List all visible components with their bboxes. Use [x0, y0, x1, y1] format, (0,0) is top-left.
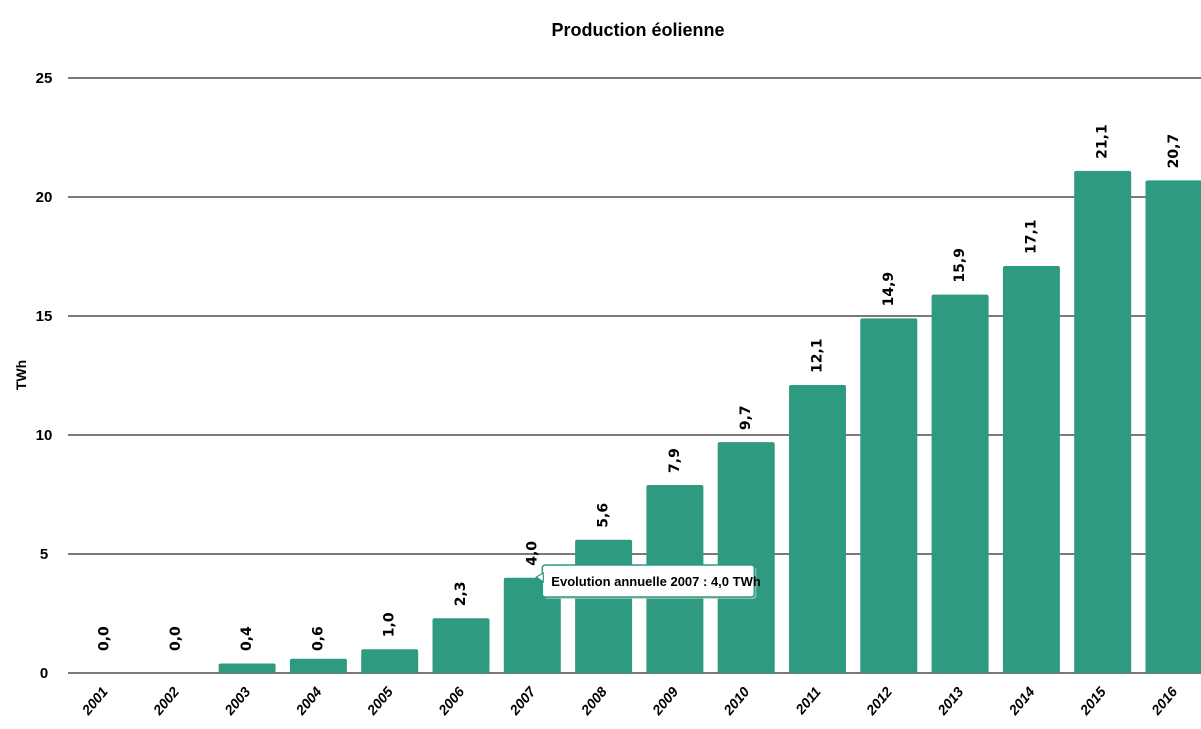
data-label: 0,4 [239, 626, 255, 651]
data-label: 17,1 [1023, 219, 1039, 254]
data-label: 21,1 [1095, 124, 1111, 159]
bar[interactable] [931, 294, 989, 673]
x-tick-label: 2016 [1147, 683, 1180, 718]
x-tick-label: 2010 [720, 683, 753, 718]
bar[interactable] [1002, 266, 1060, 673]
data-label: 0,6 [310, 626, 326, 651]
bar[interactable] [575, 539, 633, 673]
y-axis-ticks: 0 5 10 15 20 25 [36, 70, 53, 682]
bar[interactable] [289, 658, 347, 673]
bar[interactable] [218, 663, 276, 673]
data-label: 7,9 [667, 448, 683, 473]
bar[interactable] [1145, 180, 1201, 673]
y-tick-label: 20 [36, 189, 53, 206]
data-labels: 0,0 0,0 0,4 0,6 1,0 2,3 4,0 5,6 7,9 9,7 12,1 14,9 15… [97, 124, 1183, 651]
data-label: 5,6 [596, 503, 612, 528]
tooltip-text: Evolution annuelle 2007 : 4,0 TWh [551, 574, 761, 589]
data-label: 0,0 [168, 626, 184, 651]
data-label: 14,9 [881, 272, 897, 307]
bar[interactable] [361, 649, 419, 673]
tooltip-pointer [535, 571, 544, 584]
data-label: 20,7 [1166, 134, 1182, 169]
x-tick-label: 2014 [1005, 683, 1038, 718]
y-tick-label: 10 [36, 427, 53, 444]
bar[interactable] [860, 318, 918, 673]
chart-title: Production éolienne [551, 20, 724, 40]
bar[interactable] [1074, 170, 1132, 673]
x-tick-label: 2015 [1076, 683, 1109, 718]
x-tick-label: 2011 [792, 683, 824, 717]
data-label: 12,1 [810, 338, 826, 373]
y-tick-label: 5 [40, 546, 48, 563]
x-tick-label: 2012 [862, 683, 895, 718]
x-tick-label: 2005 [363, 683, 396, 718]
data-label: 9,7 [738, 405, 754, 430]
x-tick-label: 2013 [933, 683, 966, 718]
data-label: 4,0 [524, 541, 540, 566]
tooltip: Evolution annuelle 2007 : 4,0 TWh [535, 564, 761, 599]
data-label: 0,0 [97, 626, 113, 651]
y-tick-label: 0 [40, 665, 48, 682]
data-label: 15,9 [952, 248, 968, 283]
bar[interactable] [432, 618, 490, 673]
x-tick-label: 2004 [292, 683, 325, 718]
x-tick-label: 2003 [220, 683, 253, 718]
bar[interactable] [789, 385, 846, 673]
x-tick-label: 2007 [506, 683, 540, 719]
x-tick-label: 2008 [577, 683, 610, 718]
y-tick-label: 15 [36, 308, 53, 325]
bar[interactable] [503, 577, 561, 673]
x-tick-label: 2009 [648, 683, 681, 718]
x-axis-ticks: 2001 2002 2003 2004 2005 2006 2007 2008 2009 2010… [78, 683, 1181, 719]
bars [218, 170, 1201, 673]
x-tick-label: 2002 [149, 683, 182, 718]
x-tick-label: 2001 [78, 683, 111, 718]
data-label: 2,3 [453, 581, 469, 606]
y-axis-label: TWh [13, 360, 29, 390]
bar[interactable] [717, 442, 775, 673]
data-label: 1,0 [382, 612, 398, 637]
x-tick-label: 2006 [434, 683, 467, 718]
y-tick-label: 25 [36, 70, 53, 87]
